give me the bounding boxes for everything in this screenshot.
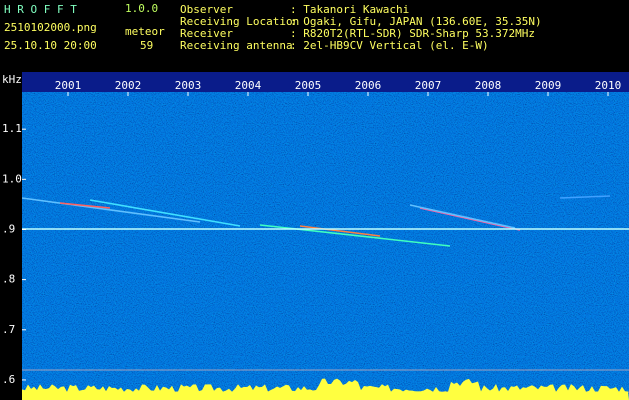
- info-key: Receiving antenna: [180, 39, 293, 52]
- info-key: Observer: [180, 3, 233, 16]
- activity-histogram: [22, 378, 629, 400]
- y-tick-label: .7: [2, 323, 15, 336]
- y-tick-label: .9: [2, 222, 15, 235]
- header-bg: [0, 0, 629, 72]
- count: 59: [140, 39, 153, 52]
- x-tick-label: 2007: [415, 79, 442, 92]
- y-tick-label: .6: [2, 373, 15, 386]
- info-value: : R820T2(RTL-SDR) SDR-Sharp 53.372MHz: [290, 27, 535, 40]
- x-tick-label: 2006: [355, 79, 382, 92]
- info-value: : 2el-HB9CV Vertical (el. E-W): [290, 39, 489, 52]
- y-tick-label: 1.0: [2, 172, 22, 185]
- y-axis-label: kHz: [2, 73, 22, 86]
- info-key: Receiver: [180, 27, 233, 40]
- x-tick-label: 2002: [115, 79, 142, 92]
- noise: [22, 92, 629, 400]
- x-tick-label: 2009: [535, 79, 562, 92]
- x-tick-label: 2010: [595, 79, 622, 92]
- y-tick-label: .8: [2, 273, 15, 286]
- info-value: : Ogaki, Gifu, JAPAN (136.60E, 35.35N): [290, 15, 542, 28]
- version: 1.0.0: [125, 2, 158, 15]
- info-value: : Takanori Kawachi: [290, 3, 409, 16]
- datetime: 25.10.10 20:00: [4, 39, 97, 52]
- x-tick-label: 2004: [235, 79, 262, 92]
- axis-bg: [0, 72, 22, 400]
- x-tick-label: 2003: [175, 79, 202, 92]
- x-tick-label: 2008: [475, 79, 502, 92]
- app-name: H R O F F T: [4, 3, 77, 16]
- meteor-traces: [21, 195, 611, 247]
- file-name: 2510102000.png: [4, 21, 97, 34]
- x-tick-label: 2005: [295, 79, 322, 92]
- x-tick-label: 2001: [55, 79, 82, 92]
- count-label: meteor: [125, 25, 165, 38]
- info-key: Receiving Location: [180, 15, 299, 28]
- y-tick-label: 1.1: [2, 122, 22, 135]
